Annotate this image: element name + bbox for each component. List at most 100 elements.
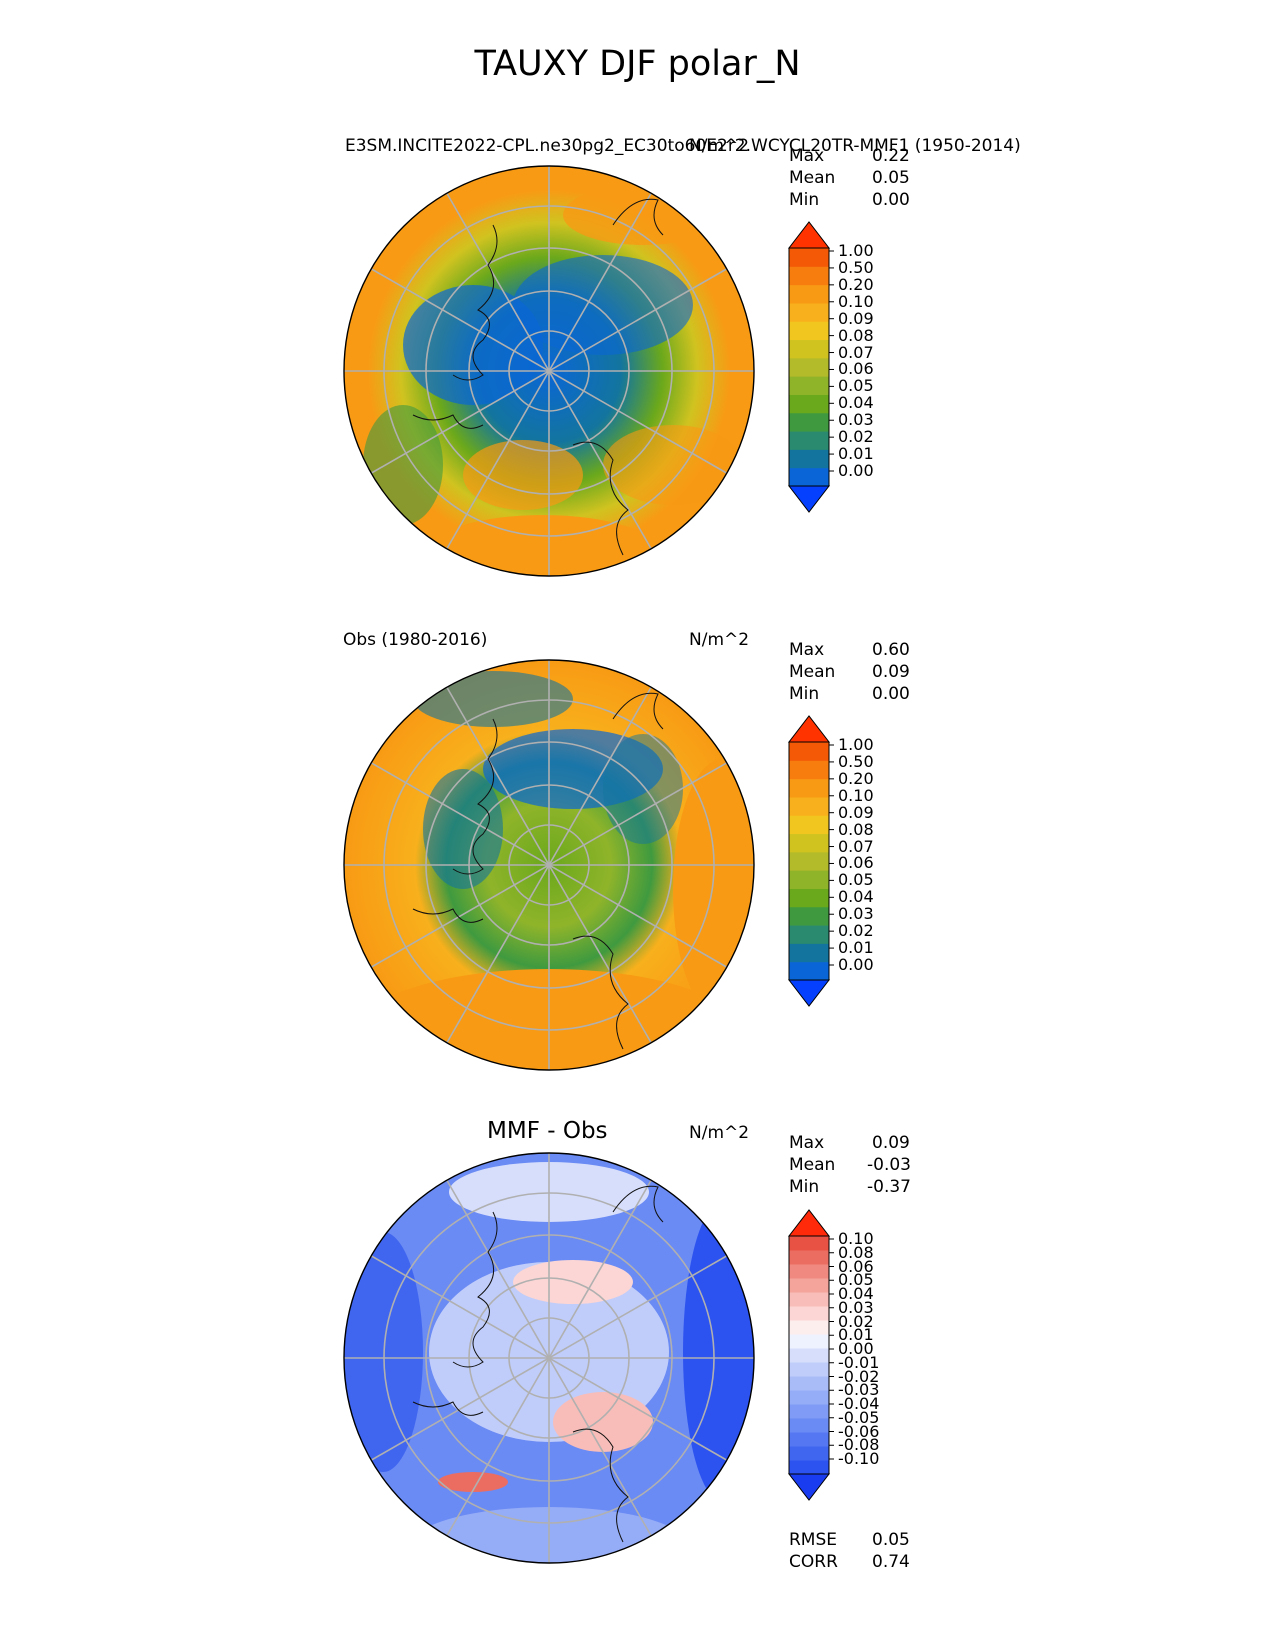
panel3-stat-max-value: 0.09 [872, 1133, 910, 1153]
rmse-label: RMSE [789, 1530, 838, 1550]
panel1-stat-mean-label: Mean [789, 168, 836, 188]
panel1-units: N/m^2 [689, 136, 750, 156]
colorbar-band [789, 339, 829, 359]
colorbar-band [789, 1432, 829, 1447]
colorbar-tick-label: 0.01 [838, 1325, 874, 1345]
colorbar-band [789, 815, 829, 835]
panel3-colorbar-bands [787, 1209, 834, 1501]
colorbar-tick-label: 0.20 [838, 768, 874, 788]
colorbar-tick-label: 0.10 [838, 1229, 874, 1248]
colorbar-band [789, 925, 829, 944]
colorbar-band [789, 961, 829, 981]
colorbar-tick-label: 0.08 [838, 1242, 874, 1262]
colorbar-tick-label: -0.02 [838, 1366, 880, 1386]
panel3-center-title: MMF - Obs [487, 1118, 608, 1144]
colorbar-tick-label: 1.00 [838, 735, 874, 754]
colorbar-band [789, 284, 829, 304]
panel3-polar-map [343, 1152, 755, 1564]
colorbar-extend-low [787, 485, 831, 513]
colorbar-band [789, 1390, 829, 1405]
colorbar-tick-label: 0.01 [838, 444, 874, 464]
panel2-stat-min-label: Min [789, 684, 820, 704]
colorbar-frame [788, 741, 830, 981]
colorbar-tick-label: -0.05 [838, 1407, 880, 1427]
colorbar-extend-high [787, 221, 831, 249]
colorbar-band [789, 1236, 829, 1251]
panel3-stat-min-value: -0.37 [867, 1177, 911, 1197]
colorbar-band [789, 1418, 829, 1433]
colorbar-band [789, 412, 829, 432]
colorbar-band [789, 888, 829, 908]
panel1-center-title: E3SM.INCITE2022-CPL.ne30pg2_EC30to60E2r2… [345, 136, 1021, 156]
colorbar-tick-label: 0.06 [838, 1256, 874, 1276]
colorbar-extend-low [787, 1473, 831, 1501]
colorbar-tick-label: 1.00 [838, 241, 874, 260]
colorbar-tick-label: 0.01 [838, 938, 874, 958]
colorbar-band [789, 467, 829, 487]
colorbar-band [789, 778, 829, 798]
colorbar-band [789, 760, 829, 780]
panel1-stat-min-label: Min [789, 190, 820, 210]
colorbar-band [789, 394, 829, 414]
panel2-colorbar-bands [787, 715, 834, 1007]
colorbar-tick-label: -0.04 [838, 1394, 880, 1413]
colorbar-band [789, 302, 829, 322]
colorbar-band [789, 906, 829, 926]
colorbar-band [789, 266, 829, 286]
panel3-stat-min-label: Min [789, 1177, 820, 1197]
colorbar-band [789, 742, 829, 761]
panel3-stat-mean-value: -0.03 [867, 1155, 911, 1175]
colorbar-tick-label: 0.04 [838, 1284, 874, 1303]
colorbar-tick-label: 0.00 [838, 1339, 874, 1358]
colorbar-band [789, 1320, 829, 1335]
colorbar-tick-label: -0.06 [838, 1421, 880, 1441]
panel2-stat-max-value: 0.60 [872, 640, 910, 660]
colorbar-tick-label: 0.07 [838, 342, 874, 362]
colorbar-tick-label: 0.04 [838, 393, 874, 413]
colorbar-band [789, 1306, 829, 1321]
colorbar-band [789, 357, 829, 377]
colorbar-tick-label: 0.02 [838, 921, 874, 941]
panel3-stat-mean-label: Mean [789, 1155, 836, 1175]
colorbar-tick-label: 0.05 [838, 376, 874, 396]
colorbar-band [789, 833, 829, 853]
colorbar-band [789, 1460, 829, 1475]
colorbar-band [789, 1334, 829, 1349]
colorbar-band [789, 1250, 829, 1265]
colorbar-tick-label: 0.20 [838, 274, 874, 294]
colorbar-tick-label: 0.03 [838, 1297, 874, 1317]
colorbar-band [789, 321, 829, 341]
panel1-polar-map [343, 165, 755, 577]
figure-title: TAUXY DJF polar_N [474, 44, 801, 84]
colorbar-band [789, 248, 829, 267]
panel3-units: N/m^2 [689, 1123, 750, 1143]
colorbar-tick-label: 0.07 [838, 836, 874, 856]
colorbar-tick-label: -0.10 [838, 1449, 880, 1468]
colorbar-tick-label: 0.04 [838, 887, 874, 907]
panel2-colorbar [787, 715, 834, 1007]
colorbar-tick-label: 0.10 [838, 785, 874, 805]
colorbar-band [789, 431, 829, 450]
colorbar-band [789, 1348, 829, 1363]
colorbar-band [789, 1362, 829, 1377]
colorbar-tick-label: 0.05 [838, 1270, 874, 1290]
colorbar-extend-low [787, 979, 831, 1007]
colorbar-tick-label: 0.08 [838, 325, 874, 345]
colorbar-band [789, 1376, 829, 1391]
panel1-colorbar-bands [787, 221, 834, 513]
panel3-stat-max-label: Max [789, 1133, 825, 1153]
panel1-colorbar [787, 221, 834, 513]
colorbar-tick-label: -0.08 [838, 1435, 880, 1455]
colorbar-band [789, 1446, 829, 1461]
colorbar-tick-label: 0.05 [838, 870, 874, 890]
colorbar-tick-label: 0.10 [838, 291, 874, 311]
colorbar-tick-label: -0.01 [838, 1352, 880, 1372]
colorbar-tick-label: 0.06 [838, 853, 874, 873]
colorbar-band [789, 870, 829, 889]
colorbar-band [789, 1292, 829, 1307]
panel1-stat-max-value: 0.22 [872, 146, 910, 166]
colorbar-band [789, 449, 829, 469]
colorbar-tick-label: 0.00 [838, 955, 874, 974]
panel2-stat-mean-value: 0.09 [872, 662, 910, 682]
panel2-polar-map [343, 659, 755, 1071]
